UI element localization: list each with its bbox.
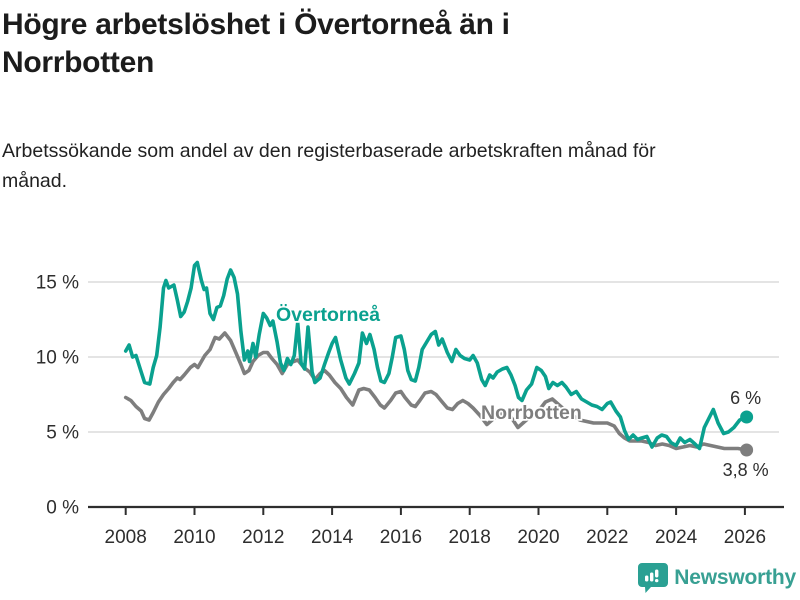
x-axis-tick-label: 2010	[173, 527, 215, 548]
brand-footer: Newsworthy	[638, 562, 796, 594]
series-end-label: 6 %	[730, 388, 761, 408]
y-axis-tick-label: 15 %	[36, 273, 79, 294]
x-axis-tick-label: 2016	[380, 527, 422, 548]
series-end-label: 3,8 %	[723, 460, 769, 480]
x-axis-tick-label: 2026	[724, 527, 766, 548]
x-axis-tick-label: 2014	[311, 527, 354, 548]
y-axis-tick-label: 0 %	[46, 498, 79, 519]
series-label-norrbotten: Norrbotten	[481, 402, 582, 424]
chart-subtitle: Arbetssökande som andel av den registerb…	[2, 140, 656, 192]
series-end-dot	[740, 410, 754, 424]
x-axis-tick-label: 2022	[586, 527, 628, 548]
brand-name: Newsworthy	[674, 566, 796, 589]
newsworthy-logo-icon	[638, 562, 669, 594]
x-axis-tick-label: 2018	[449, 527, 491, 548]
x-axis-tick-label: 2020	[517, 527, 559, 548]
series-end-dot	[740, 443, 754, 457]
series-label-overtornea: Övertorneå	[276, 303, 380, 326]
series-line-overtornea	[123, 260, 749, 451]
x-axis-tick-label: 2012	[242, 527, 284, 548]
x-axis-tick-label: 2008	[105, 527, 147, 548]
x-axis-tick-label: 2024	[655, 527, 698, 548]
series-line-norrbotten	[123, 331, 749, 452]
chart-title: Högre arbetslöshet i Övertorneå än i Nor…	[2, 8, 510, 79]
y-axis-tick-label: 5 %	[46, 423, 79, 444]
y-axis-tick-label: 10 %	[36, 348, 79, 369]
